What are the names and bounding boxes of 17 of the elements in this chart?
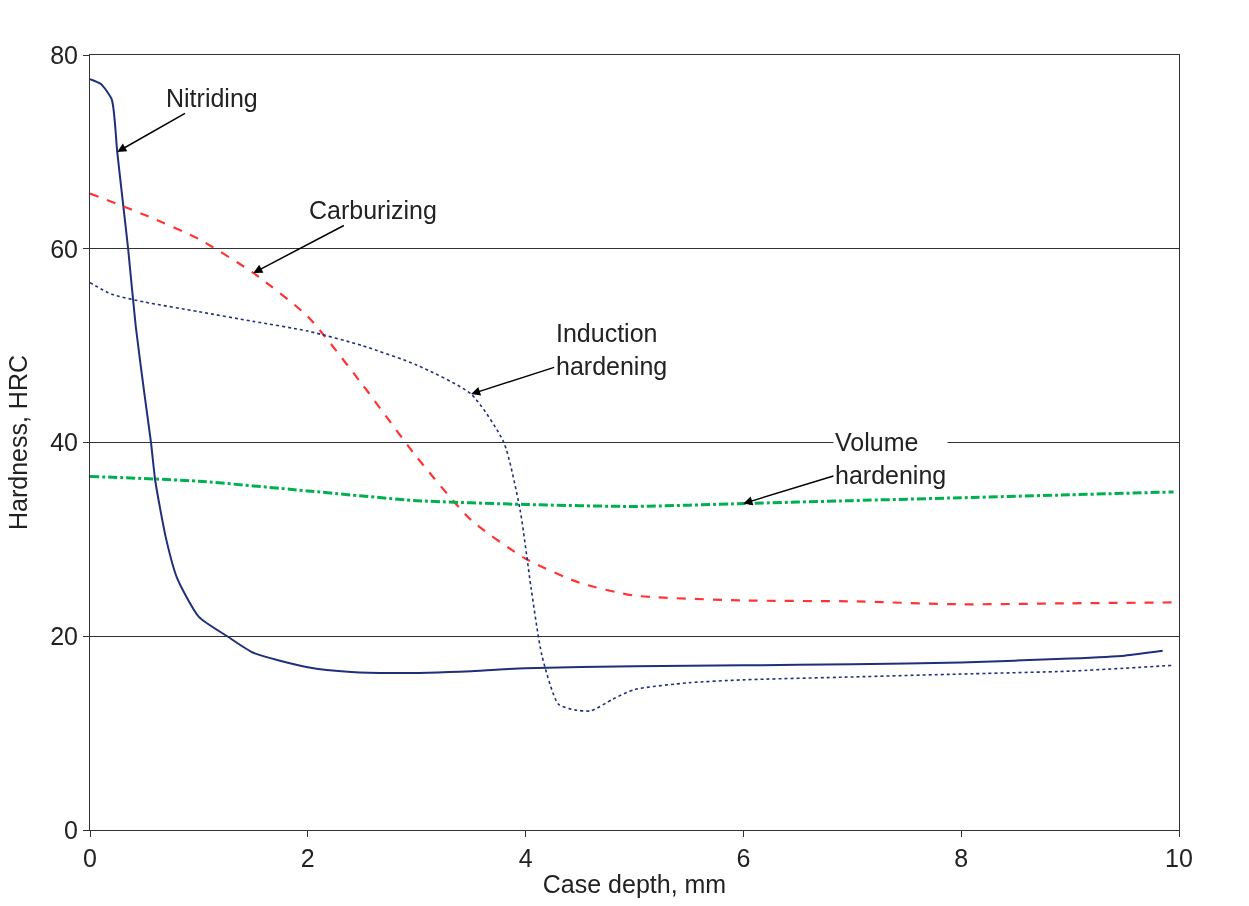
annotation: Induction hardening	[556, 319, 668, 380]
y-tick-label: 80	[50, 40, 78, 69]
x-tick-label: 6	[736, 844, 751, 872]
y-tick-label: 0	[64, 815, 78, 844]
y-tick-label: 60	[50, 234, 78, 263]
y-axis-title: Hardness, HRC	[3, 354, 32, 531]
annotation: Carburizing	[309, 196, 437, 224]
x-tick-label: 0	[83, 844, 97, 872]
x-tick-label: 8	[954, 844, 969, 872]
x-tick-label: 2	[300, 844, 315, 872]
x-axis-title: Case depth, mm	[542, 870, 727, 898]
y-tick-label: 20	[50, 622, 78, 650]
annotation: Volume hardening	[835, 428, 947, 489]
x-tick-label: 4	[518, 844, 533, 872]
x-tick-label: 10	[1165, 844, 1193, 872]
annotation: Nitriding	[166, 84, 258, 112]
y-tick-label: 40	[50, 428, 78, 457]
